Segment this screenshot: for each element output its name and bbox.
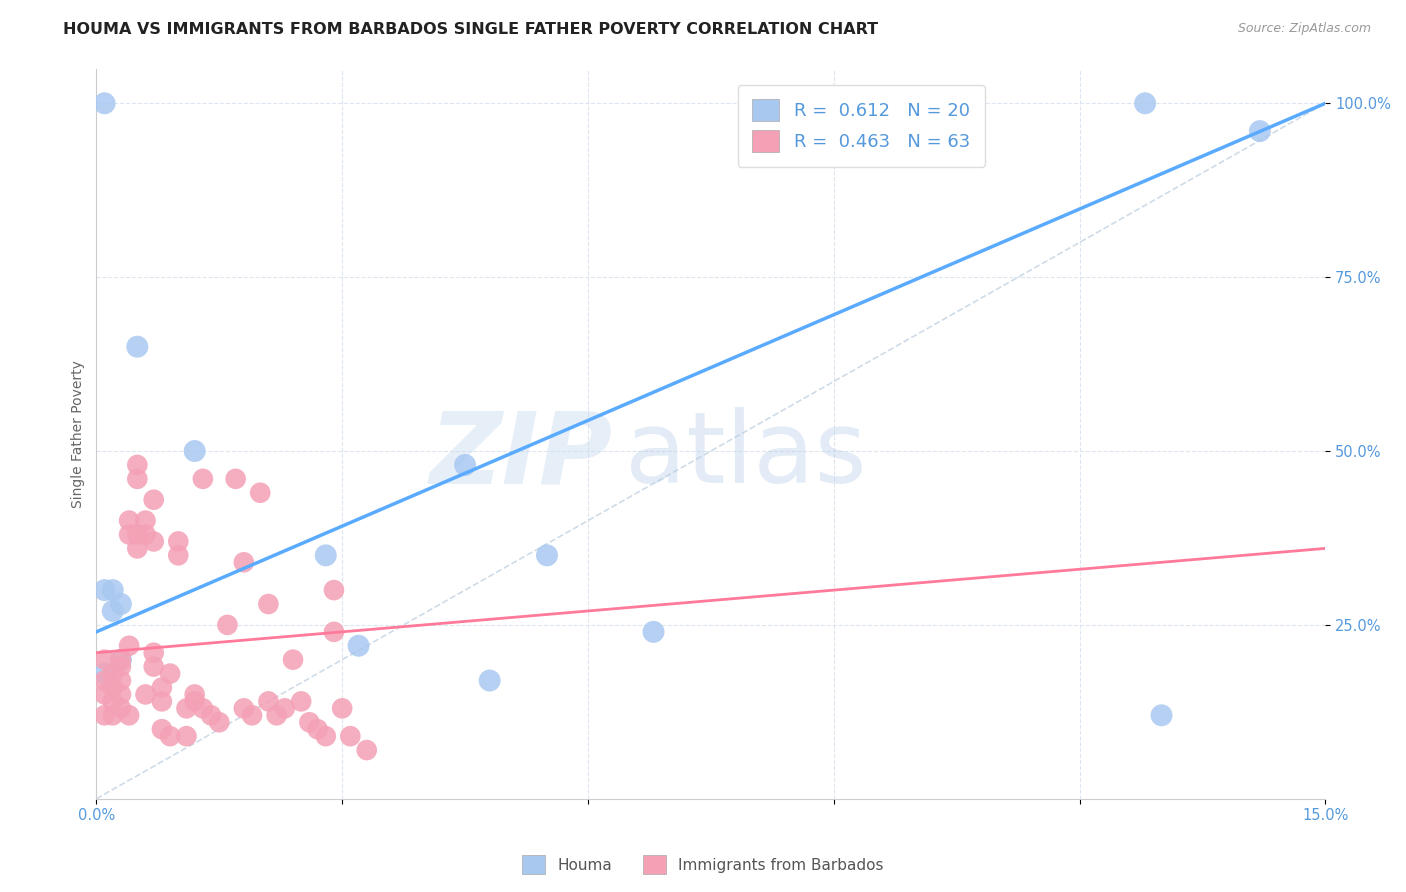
Point xyxy=(281,653,304,667)
Point xyxy=(167,549,190,563)
Point xyxy=(191,701,214,715)
Point xyxy=(93,708,115,723)
Text: Source: ZipAtlas.com: Source: ZipAtlas.com xyxy=(1237,22,1371,36)
Point xyxy=(127,527,149,541)
Point xyxy=(257,597,280,611)
Point xyxy=(110,659,132,673)
Text: atlas: atlas xyxy=(624,407,866,504)
Point xyxy=(217,618,239,632)
Point xyxy=(323,583,346,598)
Point xyxy=(93,688,115,702)
Point xyxy=(127,340,149,354)
Point xyxy=(454,458,477,472)
Point xyxy=(356,743,378,757)
Point xyxy=(339,729,361,743)
Point xyxy=(101,708,124,723)
Point xyxy=(536,549,558,563)
Legend: R =  0.612   N = 20, R =  0.463   N = 63: R = 0.612 N = 20, R = 0.463 N = 63 xyxy=(738,85,984,167)
Point xyxy=(159,729,181,743)
Point xyxy=(142,534,165,549)
Point xyxy=(110,653,132,667)
Point xyxy=(110,597,132,611)
Point xyxy=(191,472,214,486)
Point xyxy=(127,541,149,556)
Point xyxy=(200,708,222,723)
Point xyxy=(127,472,149,486)
Point xyxy=(167,534,190,549)
Point xyxy=(889,117,911,131)
Point xyxy=(101,694,124,708)
Point xyxy=(290,694,312,708)
Point xyxy=(142,646,165,660)
Point xyxy=(101,666,124,681)
Point xyxy=(1150,708,1173,723)
Point xyxy=(134,514,156,528)
Point xyxy=(274,701,297,715)
Point xyxy=(643,624,665,639)
Text: HOUMA VS IMMIGRANTS FROM BARBADOS SINGLE FATHER POVERTY CORRELATION CHART: HOUMA VS IMMIGRANTS FROM BARBADOS SINGLE… xyxy=(63,22,879,37)
Point xyxy=(315,549,337,563)
Point xyxy=(110,673,132,688)
Point xyxy=(101,604,124,618)
Point xyxy=(183,444,205,458)
Point xyxy=(110,688,132,702)
Point xyxy=(127,458,149,472)
Point xyxy=(142,659,165,673)
Point xyxy=(1133,96,1156,111)
Point xyxy=(249,485,271,500)
Point xyxy=(232,555,254,569)
Point xyxy=(118,708,141,723)
Point xyxy=(101,583,124,598)
Point xyxy=(93,673,115,688)
Point xyxy=(110,701,132,715)
Point xyxy=(118,527,141,541)
Point xyxy=(110,653,132,667)
Point xyxy=(93,96,115,111)
Point xyxy=(240,708,263,723)
Point xyxy=(330,701,353,715)
Point xyxy=(782,96,804,111)
Point xyxy=(101,681,124,695)
Point xyxy=(176,701,198,715)
Point xyxy=(150,694,173,708)
Point xyxy=(1249,124,1271,138)
Point xyxy=(134,527,156,541)
Point xyxy=(93,653,115,667)
Point xyxy=(142,492,165,507)
Point xyxy=(183,688,205,702)
Point xyxy=(93,583,115,598)
Point xyxy=(225,472,247,486)
Point xyxy=(183,694,205,708)
Point xyxy=(93,666,115,681)
Point xyxy=(150,723,173,737)
Point xyxy=(159,666,181,681)
Point xyxy=(478,673,501,688)
Point xyxy=(134,688,156,702)
Point xyxy=(298,715,321,730)
Point xyxy=(266,708,288,723)
Point xyxy=(118,514,141,528)
Point xyxy=(232,701,254,715)
Text: ZIP: ZIP xyxy=(430,407,613,504)
Point xyxy=(208,715,231,730)
Point xyxy=(150,681,173,695)
Point xyxy=(118,639,141,653)
Y-axis label: Single Father Poverty: Single Father Poverty xyxy=(72,359,86,508)
Point xyxy=(176,729,198,743)
Legend: Houma, Immigrants from Barbados: Houma, Immigrants from Barbados xyxy=(516,849,890,880)
Point xyxy=(347,639,370,653)
Point xyxy=(257,694,280,708)
Point xyxy=(307,723,329,737)
Point xyxy=(323,624,346,639)
Point xyxy=(315,729,337,743)
